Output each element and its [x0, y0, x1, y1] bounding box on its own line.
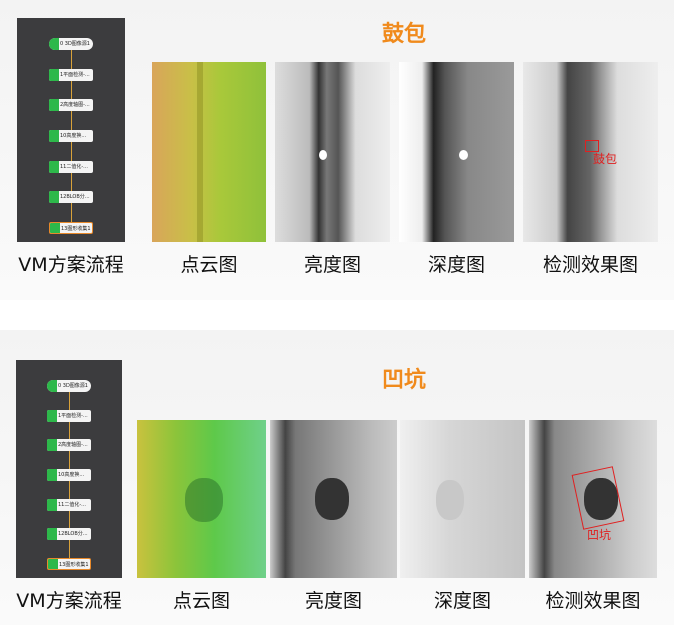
- flow-node[interactable]: 10高度换...: [49, 130, 93, 142]
- flow-connector: [71, 166, 72, 198]
- flow-caption: VM方案流程: [16, 590, 122, 612]
- image-caption: 深度图: [433, 590, 491, 612]
- depth-image: [399, 62, 514, 242]
- flow-connector: [71, 197, 72, 228]
- module-icon: [49, 191, 59, 204]
- flow-node[interactable]: 2高度轴图-...: [47, 439, 91, 452]
- flow-connector: [69, 475, 70, 505]
- section-title: 鼓包: [382, 22, 427, 47]
- detection-result-image: 凹坑: [529, 420, 657, 578]
- flow-node[interactable]: 1平面检测-...: [47, 409, 91, 422]
- brightness-image: [270, 420, 397, 578]
- flow-node[interactable]: 1平面检测-...: [49, 68, 93, 81]
- point-cloud-image: [152, 62, 266, 242]
- section-title: 凹坑: [382, 368, 427, 393]
- flow-connector: [69, 504, 70, 535]
- flow-node[interactable]: 12BLOB分...: [47, 528, 91, 541]
- module-icon: [49, 99, 59, 112]
- point-cloud-image: [137, 420, 266, 578]
- flow-node-label: 0 3D图像源1: [60, 41, 90, 47]
- flow-node-label: 1平面检测-...: [60, 71, 90, 78]
- flow-node[interactable]: 10高度换...: [47, 469, 91, 481]
- depth-image: [400, 420, 525, 578]
- module-icon: [49, 160, 59, 173]
- flow-node-label: 10高度换...: [60, 133, 87, 139]
- flow-node-label: 10高度换...: [58, 472, 85, 478]
- image-caption: 亮度图: [303, 254, 361, 276]
- defect-label: 凹坑: [587, 528, 612, 542]
- module-icon: [50, 223, 60, 233]
- image-caption: 检测效果图: [542, 254, 638, 276]
- image-caption: 点云图: [172, 590, 230, 612]
- flow-node[interactable]: 11二值化-...: [47, 498, 91, 511]
- image-caption: 检测效果图: [545, 590, 641, 612]
- image-caption: 亮度图: [304, 590, 362, 612]
- flow-node[interactable]: 12BLOB分...: [49, 191, 93, 204]
- flow-connector: [69, 386, 70, 416]
- flow-node-label: 13图形收集1: [59, 562, 89, 568]
- flow-connector: [69, 534, 70, 564]
- flow-connector: [71, 105, 72, 136]
- flow-node-label: 12BLOB分...: [58, 531, 88, 538]
- flow-node[interactable]: 11二值化-...: [49, 160, 93, 173]
- flow-connector: [71, 74, 72, 106]
- defect-label: 鼓包: [593, 152, 618, 166]
- flow-node[interactable]: 0 3D图像源1: [49, 38, 93, 50]
- flow-node-label: 11二值化-...: [58, 501, 86, 508]
- brightness-image: [275, 62, 390, 242]
- flow-node[interactable]: 13图形收集1: [47, 558, 91, 570]
- detection-result-image: 鼓包: [523, 62, 658, 242]
- flow-node[interactable]: 2高度轴图-...: [49, 99, 93, 112]
- module-icon: [49, 38, 59, 50]
- vm-flow-panel: 0 3D图像源1 1平面检测-... 2高度轴图-... 10高度换... 11二值化-…: [17, 18, 125, 242]
- module-icon: [47, 409, 57, 422]
- flow-connector: [71, 44, 72, 75]
- image-caption: 点云图: [180, 254, 238, 276]
- flow-node-label: 2高度轴图-...: [60, 102, 90, 109]
- module-icon: [47, 380, 57, 392]
- flow-node-label: 12BLOB分...: [60, 194, 90, 201]
- flow-node-label: 1平面检测-...: [58, 412, 88, 419]
- flow-connector: [69, 415, 70, 446]
- module-icon: [49, 68, 59, 81]
- module-icon: [47, 469, 57, 481]
- module-icon: [47, 498, 57, 511]
- module-icon: [48, 559, 58, 569]
- image-caption: 深度图: [427, 254, 485, 276]
- flow-node[interactable]: 0 3D图像源1: [47, 380, 91, 392]
- flow-node-label: 0 3D图像源1: [58, 383, 88, 389]
- module-icon: [47, 528, 57, 541]
- flow-node-label: 13图形收集1: [61, 226, 91, 232]
- module-icon: [47, 439, 57, 452]
- flow-node[interactable]: 13图形收集1: [49, 222, 93, 234]
- flow-node-label: 11二值化-...: [60, 163, 88, 170]
- vm-flow-panel: 0 3D图像源1 1平面检测-... 2高度轴图-... 10高度换... 11二值化-…: [16, 360, 122, 578]
- module-icon: [49, 130, 59, 142]
- flow-connector: [69, 445, 70, 475]
- flow-connector: [71, 136, 72, 167]
- flow-caption: VM方案流程: [18, 254, 124, 276]
- flow-node-label: 2高度轴图-...: [58, 442, 88, 449]
